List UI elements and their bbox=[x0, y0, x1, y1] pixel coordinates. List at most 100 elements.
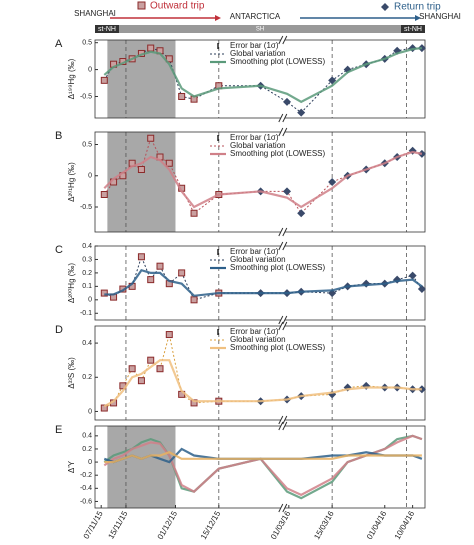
shaded-region bbox=[107, 132, 176, 232]
y-tick-label: 0.4 bbox=[82, 340, 92, 347]
shaded-region bbox=[107, 426, 176, 508]
x-tick-label: 01/04/16 bbox=[365, 509, 389, 541]
plot-frame bbox=[94, 39, 426, 119]
axis-break-gap bbox=[280, 425, 285, 509]
point-square bbox=[147, 276, 155, 284]
point-square bbox=[100, 191, 108, 198]
y-tick-label: -0.4 bbox=[80, 485, 92, 492]
header-outward: Outward trip bbox=[150, 1, 205, 12]
point-diamond bbox=[417, 285, 426, 294]
header-left: SHANGHAI bbox=[74, 9, 116, 18]
outward-arrowhead bbox=[215, 15, 221, 21]
x-tick-label: 15/03/16 bbox=[312, 509, 336, 541]
axis-break bbox=[278, 113, 288, 123]
point-square bbox=[190, 209, 198, 217]
y-tick-label: 0.2 bbox=[82, 374, 92, 381]
y-tick-label: -0.2 bbox=[80, 472, 92, 479]
axis-break bbox=[278, 35, 288, 45]
point-square bbox=[137, 377, 145, 385]
legend-label: Smoothing plot (LOWESS) bbox=[230, 343, 325, 352]
plot-frame bbox=[94, 425, 426, 509]
axis-break-gap bbox=[280, 245, 285, 321]
point-square bbox=[156, 365, 164, 373]
y-tick-label: 0.4 bbox=[82, 243, 92, 250]
header-return: Return trip bbox=[394, 2, 441, 13]
point-square bbox=[100, 404, 108, 412]
point-diamond bbox=[362, 279, 371, 288]
smoothing-line bbox=[103, 150, 423, 209]
header-right: SHANGHAI bbox=[419, 12, 461, 21]
y-tick-label: 0 bbox=[88, 173, 92, 180]
legend-label: Smoothing plot (LOWESS) bbox=[230, 149, 325, 158]
axis-break bbox=[278, 421, 288, 431]
y-tick-label: 0.5 bbox=[82, 40, 92, 47]
plot-frame bbox=[94, 131, 426, 233]
panel-label: A bbox=[55, 38, 63, 50]
point-square bbox=[190, 296, 198, 304]
smoothing-line bbox=[103, 46, 423, 104]
legend-label: Global variation bbox=[230, 49, 286, 58]
return-icon bbox=[381, 3, 389, 11]
point-square bbox=[156, 262, 164, 270]
axis-break-gap bbox=[280, 131, 285, 233]
y-tick-label: 0.1 bbox=[82, 283, 92, 290]
panel-label: D bbox=[55, 324, 63, 336]
axis-break bbox=[278, 315, 288, 325]
point-diamond bbox=[297, 209, 306, 218]
outward-icon bbox=[137, 1, 146, 10]
point-square bbox=[100, 289, 108, 297]
panel-label: E bbox=[55, 424, 62, 436]
legend-label: Error bar (1σ) bbox=[230, 41, 279, 50]
point-square bbox=[128, 365, 136, 373]
legend-label: Smoothing plot (LOWESS) bbox=[230, 57, 325, 66]
point-square bbox=[147, 356, 155, 364]
legend-label: Global variation bbox=[230, 255, 286, 264]
header-middle: ANTARCTICA bbox=[230, 12, 281, 21]
smoothing-line bbox=[104, 451, 422, 464]
axis-break bbox=[278, 321, 288, 331]
x-tick-label: 15/12/15 bbox=[199, 509, 223, 541]
y-axis-label: Δ³³S (‰) bbox=[67, 357, 76, 389]
y-tick-label: 0 bbox=[88, 459, 92, 466]
axis-break-gap bbox=[280, 39, 285, 119]
point-square bbox=[165, 55, 173, 63]
point-diamond bbox=[282, 97, 291, 106]
smoothing-line bbox=[104, 268, 423, 297]
y-axis-label: Δ¹⁹⁹Hg (‰) bbox=[67, 58, 76, 99]
axis-break bbox=[278, 241, 288, 251]
panel-label: C bbox=[55, 244, 63, 256]
plot-frame bbox=[94, 325, 426, 421]
y-tick-label: -0.5 bbox=[80, 204, 92, 211]
point-diamond bbox=[328, 76, 337, 85]
axis-break bbox=[278, 127, 288, 137]
point-square bbox=[165, 331, 173, 339]
y-tick-label: -0.6 bbox=[80, 498, 92, 505]
y-tick-label: -0.5 bbox=[80, 93, 92, 100]
y-tick-label: 0 bbox=[88, 408, 92, 415]
point-diamond bbox=[328, 178, 337, 186]
point-square bbox=[147, 134, 155, 142]
y-axis-label: Δ²⁰⁰Hg (‰) bbox=[67, 263, 76, 304]
axis-break bbox=[278, 415, 288, 425]
x-tick-label: 01/12/15 bbox=[156, 509, 180, 541]
zone-left-label: st-NH bbox=[98, 26, 116, 33]
y-axis-label: Δ'Y bbox=[67, 460, 76, 473]
y-tick-label: 0.2 bbox=[82, 446, 92, 453]
legend-label: Global variation bbox=[230, 335, 286, 344]
y-tick-label: 0 bbox=[88, 297, 92, 304]
zone-right-label: st-NH bbox=[404, 26, 422, 33]
legend-label: Smoothing plot (LOWESS) bbox=[230, 263, 325, 272]
zone-right bbox=[401, 25, 425, 33]
point-square bbox=[137, 253, 145, 261]
smoothing-line bbox=[103, 359, 422, 408]
point-diamond bbox=[408, 271, 417, 280]
point-square bbox=[137, 166, 145, 173]
y-tick-label: 0.2 bbox=[82, 270, 92, 277]
y-tick-label: 0 bbox=[88, 66, 92, 73]
panel-label: B bbox=[55, 130, 62, 142]
zone-left bbox=[95, 25, 119, 33]
legend-label: Error bar (1σ) bbox=[230, 247, 279, 256]
point-square bbox=[165, 159, 173, 167]
legend-label: Error bar (1σ) bbox=[230, 327, 279, 336]
